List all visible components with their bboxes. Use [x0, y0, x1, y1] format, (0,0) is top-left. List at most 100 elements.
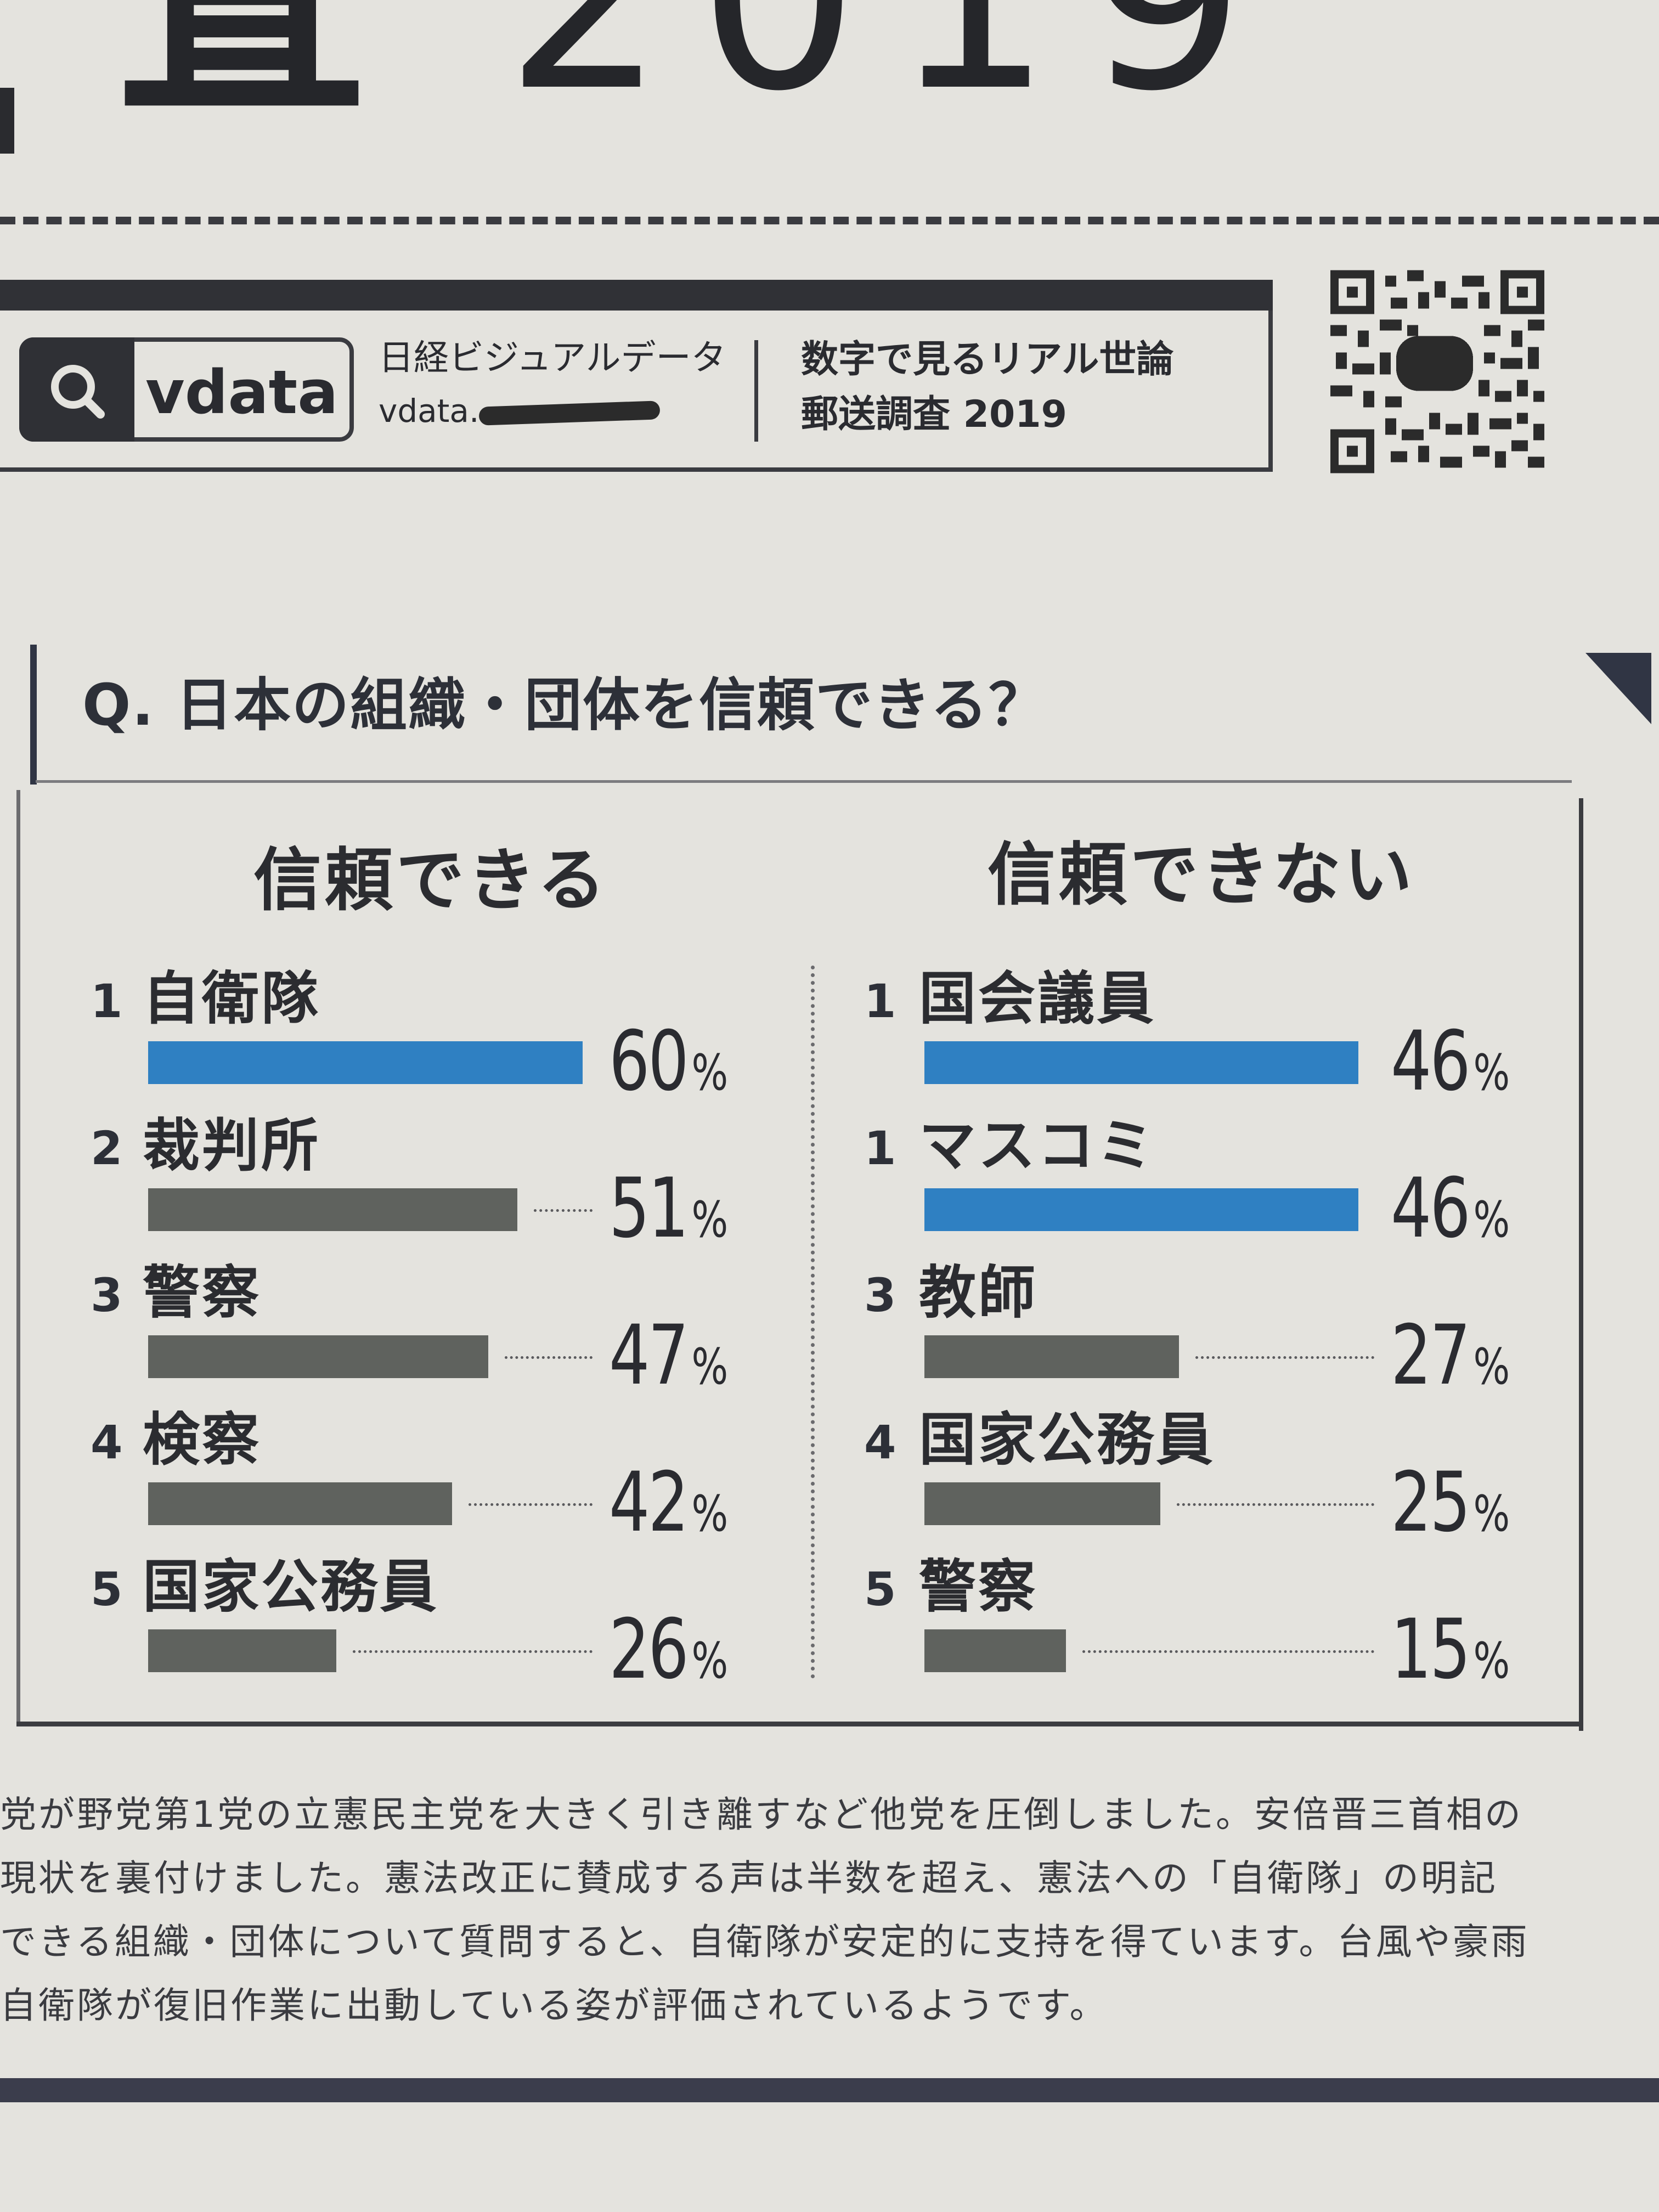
- banner-subtitle-2: 郵送調査 2019: [801, 393, 1067, 436]
- percent-sign: %: [691, 1191, 728, 1249]
- rank-number: 4: [91, 1415, 123, 1469]
- percent-sign: %: [1473, 1485, 1510, 1543]
- headline-edge-mark: [0, 88, 14, 154]
- bar-label: 国家公務員: [143, 1553, 439, 1620]
- percent-sign: %: [691, 1338, 728, 1396]
- bar: [148, 1629, 337, 1672]
- bar-label: マスコミ: [919, 1112, 1156, 1179]
- percent-label: 46%: [1391, 1014, 1510, 1120]
- bar-label: 警察: [143, 1259, 262, 1326]
- rank-number: 3: [864, 1268, 896, 1322]
- qr-code-icon[interactable]: [1330, 269, 1544, 475]
- percent-label: 15%: [1391, 1602, 1510, 1708]
- leader-dots: [469, 1503, 592, 1506]
- bar: [924, 1188, 1359, 1231]
- banner-url[interactable]: vdata.: [379, 392, 661, 431]
- percent-sign: %: [691, 1044, 728, 1102]
- percent-value: 27: [1391, 1308, 1471, 1403]
- rank-number: 3: [91, 1268, 123, 1322]
- bar: [924, 1335, 1180, 1378]
- bar: [924, 1041, 1359, 1084]
- vdata-logo-text: vdata: [145, 357, 338, 427]
- question-underline: [36, 780, 1572, 783]
- percent-value: 26: [609, 1602, 689, 1697]
- dashed-divider: [0, 217, 1659, 224]
- column-separator: [811, 966, 815, 1679]
- bar: [148, 1482, 453, 1525]
- rank-number: 2: [91, 1121, 123, 1175]
- percent-value: 51: [609, 1161, 689, 1256]
- percent-label: 46%: [1391, 1161, 1510, 1267]
- percent-value: 25: [1391, 1455, 1471, 1550]
- rank-number: 1: [864, 1121, 896, 1175]
- percent-sign: %: [691, 1632, 728, 1690]
- bar-label: 国会議員: [919, 965, 1156, 1032]
- article-body: 党が野党第1党の立憲民主党を大きく引き離すなど他党を圧倒しました。安倍晋三首相の…: [0, 1783, 1640, 2038]
- body-line: 党が野党第1党の立憲民主党を大きく引き離すなど他党を圧倒しました。安倍晋三首相の: [0, 1793, 1523, 1836]
- percent-sign: %: [1473, 1338, 1510, 1396]
- percent-sign: %: [1473, 1191, 1510, 1249]
- banner-url-text: vdata.: [379, 392, 479, 430]
- percent-value: 42: [609, 1455, 689, 1550]
- percent-sign: %: [1473, 1632, 1510, 1690]
- rank-number: 1: [864, 974, 896, 1028]
- bar-label: 警察: [919, 1553, 1038, 1620]
- percent-value: 46: [1391, 1161, 1471, 1256]
- chart-question: Q. 日本の組織・団体を信頼できる？: [82, 672, 1047, 738]
- vdata-logo-dark-panel: [19, 337, 134, 442]
- percent-label: 25%: [1391, 1455, 1510, 1561]
- leader-dots: [1177, 1503, 1374, 1506]
- chart-frame-bottom: [16, 1722, 1583, 1726]
- bar: [924, 1482, 1160, 1525]
- bar-label: 自衛隊: [143, 965, 321, 1032]
- percent-value: 15: [1391, 1602, 1471, 1697]
- bar-label: 検察: [143, 1406, 262, 1473]
- bar: [148, 1041, 583, 1084]
- percent-value: 47: [609, 1308, 689, 1403]
- leader-dots: [1082, 1650, 1374, 1653]
- headline-year: 2019: [505, 0, 1279, 146]
- chart-frame-right: [1579, 798, 1583, 1731]
- bar: [924, 1629, 1066, 1672]
- body-line: できる組織・団体について質問すると、自衛隊が安定的に支持を得ています。台風や豪雨: [0, 1921, 1530, 1963]
- banner-divider: [754, 340, 758, 442]
- body-line: 現状を裏付けました。憲法改正に賛成する声は半数を超え、憲法への「自衛隊」の明記: [0, 1857, 1498, 1899]
- percent-label: 47%: [609, 1308, 728, 1414]
- percent-value: 46: [1391, 1014, 1471, 1109]
- rank-number: 4: [864, 1415, 896, 1469]
- right-column-title: 信頼できない: [988, 836, 1416, 915]
- percent-value: 60: [609, 1014, 689, 1109]
- percent-label: 60%: [609, 1014, 728, 1120]
- corner-triangle-icon: [1585, 653, 1651, 724]
- banner-title: 日経ビジュアルデータ: [379, 338, 726, 379]
- percent-label: 26%: [609, 1602, 728, 1708]
- bar-label: 裁判所: [143, 1112, 321, 1179]
- bar: [148, 1335, 489, 1378]
- bar-label: 国家公務員: [919, 1406, 1216, 1473]
- bar-label: 教師: [919, 1259, 1038, 1326]
- percent-sign: %: [691, 1485, 728, 1543]
- rank-number: 5: [864, 1562, 896, 1616]
- percent-sign: %: [1473, 1044, 1510, 1102]
- leader-dots: [505, 1356, 592, 1359]
- leader-dots: [1195, 1356, 1374, 1359]
- percent-label: 27%: [1391, 1308, 1510, 1414]
- headline-kanji: 査: [115, 0, 373, 146]
- search-icon: [51, 365, 105, 419]
- bar: [148, 1188, 518, 1231]
- rank-number: 1: [91, 974, 123, 1028]
- banner-top-bar: [0, 280, 1273, 311]
- banner-subtitle-1: 数字で見るリアル世論: [801, 338, 1174, 381]
- rank-number: 5: [91, 1562, 123, 1616]
- bottom-rule: [0, 2078, 1659, 2102]
- leader-dots: [353, 1650, 592, 1653]
- percent-label: 42%: [609, 1455, 728, 1561]
- body-line: 自衛隊が復旧作業に出動している姿が評価されているようです。: [0, 1984, 1108, 2027]
- chart-frame-left: [16, 790, 20, 1723]
- percent-label: 51%: [609, 1161, 728, 1267]
- left-column-title: 信頼できる: [253, 841, 609, 920]
- redaction-smudge: [478, 400, 661, 426]
- leader-dots: [534, 1209, 592, 1212]
- chart-accent-bar: [30, 645, 37, 785]
